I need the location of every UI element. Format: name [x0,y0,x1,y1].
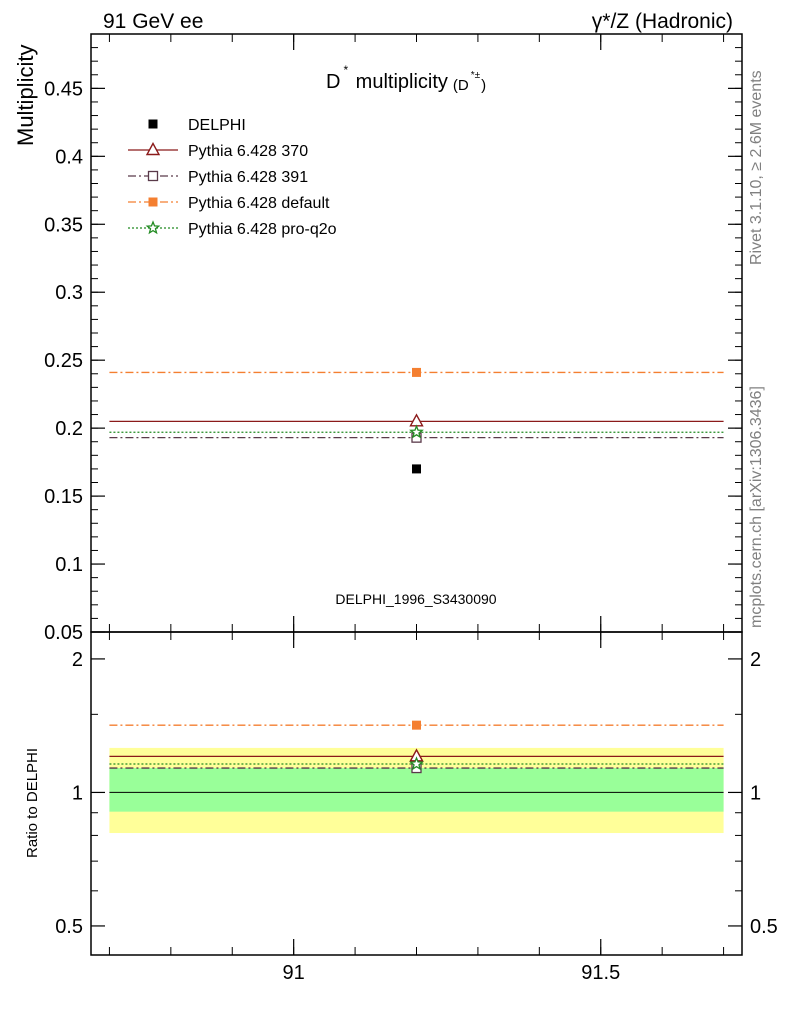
title-sub-main: (D [453,77,469,94]
data-point-p370 [409,413,424,427]
data-point-pq2o [409,756,424,771]
legend-marker-p370 [145,142,161,156]
y-tick-label-right: 2 [750,649,761,671]
main-y-axis-label: Multiplicity [13,45,38,146]
title-sub-end: ) [481,77,486,94]
legend-marker-p391 [147,170,159,182]
x-tick-label: 91.5 [581,962,620,984]
header-right: γ*/Z (Hadronic) [592,10,733,33]
rivet-label: Rivet 3.1.10, ≥ 2.6M events [748,70,765,265]
data-point-pq2o [409,424,424,439]
legend-label-p391: Pythia 6.428 391 [188,169,308,186]
x-tick-label: 91 [283,962,305,984]
ratio-y-axis-label: Ratio to DELPHI [24,748,41,858]
legend-marker-pq2o [145,220,161,235]
legend-marker-pdefault [148,197,158,207]
data-point-pdefault [412,367,421,377]
y-tick-label: 0.45 [44,78,83,100]
band-inner [109,768,724,812]
y-tick-label: 0.2 [55,418,83,440]
y-tick-label-right: 0.5 [750,916,778,938]
watermark: DELPHI_1996_S3430090 [335,591,496,607]
legend-marker-data [148,119,158,129]
chart-title: D* multiplicity (D*±) [326,63,486,94]
y-tick-label: 0.4 [55,146,83,168]
y-tick-label: 0.35 [44,214,83,236]
main-plot: 0.05 0.1 0.15 0.2 0.25 0.3 0.35 0.4 0.45 [44,33,743,644]
y-tick-label: 0.25 [44,350,83,372]
y-tick-label-right: 1 [750,782,761,804]
y-tick-label: 0.05 [44,622,83,644]
legend-label-pdefault: Pythia 6.428 default [188,195,330,212]
data-point-pdefault [412,720,421,730]
title-sub-sup: *± [471,70,481,81]
y-tick-label: 2 [72,649,83,671]
legend-label-data: DELPHI [188,117,246,134]
title-main: D [326,71,340,93]
header-left: 91 GeV ee [103,10,203,33]
title-rest: multiplicity [350,71,448,93]
legend-label-p370: Pythia 6.428 370 [188,143,308,160]
y-tick-label: 0.15 [44,486,83,508]
ratio-plot: 0.5 0.5 1 1 2 2 91 91.5 [55,631,778,984]
title-star: * [343,63,348,77]
y-tick-label: 1 [72,782,83,804]
y-tick-label: 0.3 [55,282,83,304]
data-point-data [412,464,421,474]
legend: DELPHI Pythia 6.428 370 Pythia 6.428 391 Py… [128,117,337,238]
y-tick-label: 0.5 [55,916,83,938]
mcplots-label: mcplots.cern.ch [arXiv:1306.3436] [748,386,765,628]
y-tick-label: 0.1 [55,554,83,576]
legend-label-pq2o: Pythia 6.428 pro-q2o [188,221,337,238]
